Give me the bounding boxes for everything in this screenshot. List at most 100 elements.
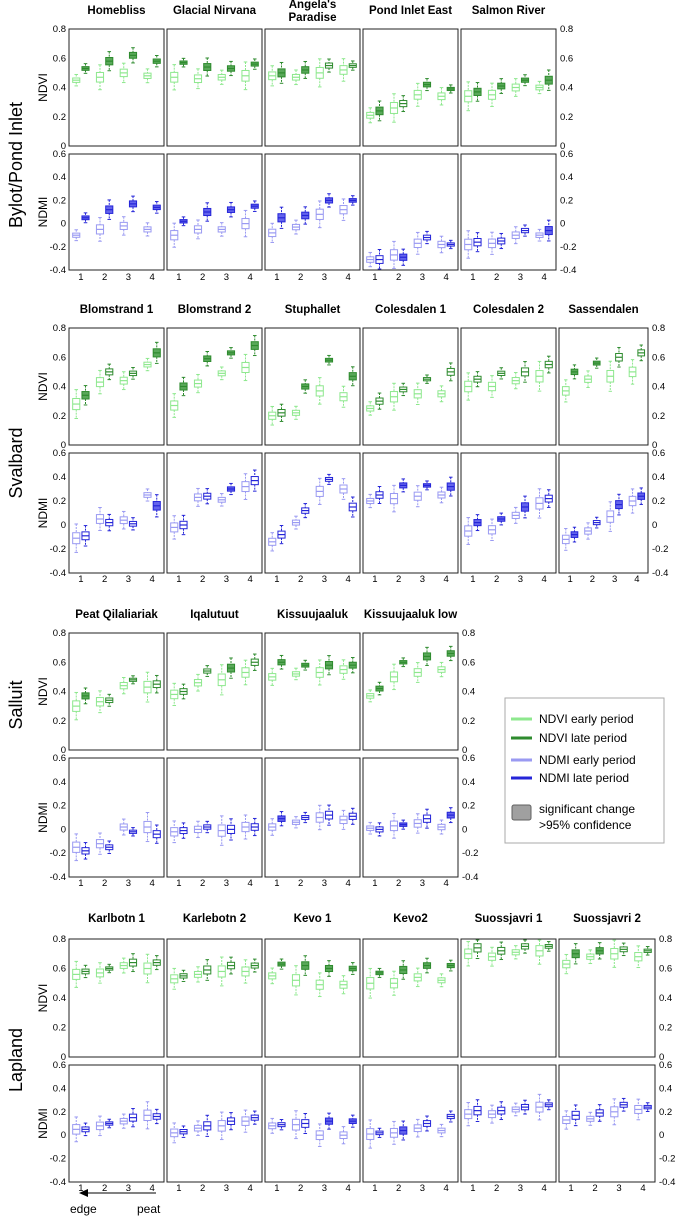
- ndvi-early-box: [511, 945, 520, 960]
- ndvi-early-box: [217, 664, 226, 696]
- ndvi-late-box: [152, 674, 161, 694]
- ndvi-late-box: [446, 645, 455, 662]
- xtick-label: 4: [345, 574, 350, 585]
- site-title: Peat Qilaliariak: [75, 609, 158, 621]
- ndvi-early-box: [143, 357, 152, 372]
- ndvi-early-box: [389, 382, 399, 411]
- ndmi-subplot: [68, 757, 165, 878]
- ndvi-subplot: [362, 938, 459, 1058]
- xtick-label: 4: [640, 1183, 645, 1194]
- edge-peat-arrow: edge peat: [70, 1189, 161, 1216]
- xtick-label: 1: [78, 272, 83, 283]
- site-title: Salmon River: [472, 5, 546, 17]
- ndvi-subplot: [460, 327, 557, 446]
- ndvi-late-box: [497, 941, 506, 961]
- ndvi-late-box: [348, 366, 357, 387]
- ndvi-early-box: [628, 359, 637, 385]
- ndmi-late-box: [348, 807, 357, 825]
- ndvi-late-box: [571, 943, 580, 965]
- ndmi-ytick-left: -0.4: [50, 568, 66, 579]
- ndmi-late-box: [81, 212, 90, 224]
- ndmi-subplot: [362, 452, 459, 574]
- ndvi-late-box: [203, 959, 212, 981]
- ndmi-early-box: [291, 219, 301, 235]
- ndvi-axis-label: NDVI: [36, 984, 50, 1013]
- ndvi-late-box: [595, 942, 604, 960]
- ndvi-late-box: [544, 69, 553, 91]
- ndmi-early-box: [366, 1119, 375, 1149]
- ndmi-early-box: [437, 819, 446, 835]
- xtick-label: 1: [470, 574, 475, 585]
- ndmi-late-box: [152, 201, 161, 214]
- ndvi-late-box: [399, 960, 408, 980]
- ndvi-late-box: [226, 60, 236, 77]
- xtick-label: 1: [372, 574, 377, 585]
- ndvi-late-box: [128, 953, 138, 973]
- ndmi-late-box: [105, 199, 114, 220]
- ndmi-early-box: [170, 222, 179, 248]
- xtick-label: 3: [224, 272, 229, 283]
- ndmi-late-box: [203, 202, 212, 222]
- xtick-label: 3: [420, 574, 425, 585]
- ndvi-early-box: [339, 58, 348, 82]
- xtick-label: 1: [372, 1183, 377, 1194]
- ndmi-axes-frame: [460, 153, 557, 271]
- xtick-label: 2: [102, 574, 107, 585]
- site-panel: Iqalutuut 1 2 3 4: [166, 609, 263, 889]
- ndvi-ytick-right: 0.4: [462, 687, 475, 698]
- xtick-label: 4: [247, 1183, 252, 1194]
- ndmi-late-box: [473, 1099, 482, 1123]
- ndvi-ytick-right: 0.2: [560, 112, 573, 123]
- ndvi-late-box: [152, 54, 161, 68]
- xtick-label: 1: [274, 878, 279, 889]
- xtick-label: 2: [200, 574, 205, 585]
- ndmi-early-box: [95, 217, 105, 242]
- ndmi-late-box: [250, 817, 259, 837]
- ndvi-late-box: [179, 57, 188, 68]
- ndmi-late-box: [128, 195, 138, 213]
- xtick-label: 1: [470, 272, 475, 283]
- ndvi-subplot: [166, 938, 263, 1058]
- ndvi-axes-frame: [68, 938, 165, 1058]
- ndmi-early-box: [170, 820, 179, 844]
- ndvi-early-box: [413, 662, 422, 683]
- ndmi-ytick-left: 0: [61, 219, 66, 230]
- legend-ndvi-early-label: NDVI early period: [539, 712, 634, 726]
- xtick-label: 2: [102, 272, 107, 283]
- ndmi-subplot: [460, 452, 557, 574]
- ndmi-subplot: [362, 153, 459, 271]
- ndvi-ytick-left: 0.4: [53, 382, 66, 393]
- ndmi-ytick-right: 0: [652, 520, 657, 531]
- ndvi-ytick-right: 0.6: [659, 964, 672, 975]
- xtick-label: 1: [568, 1183, 573, 1194]
- ndvi-ytick-right: 0: [652, 440, 657, 451]
- xtick-label: 3: [616, 1183, 621, 1194]
- site-panel: Sassendalen 1 2 3 4: [558, 304, 649, 585]
- site-title: Karlebotn 2: [183, 913, 246, 925]
- ndmi-subplot: [362, 1064, 459, 1183]
- ndvi-early-box: [72, 960, 81, 988]
- ndmi-ytick-left: 0.4: [53, 777, 66, 788]
- xtick-label: 1: [470, 1183, 475, 1194]
- ndvi-early-box: [610, 939, 619, 968]
- ndvi-late-box: [324, 354, 334, 366]
- ndmi-axes-frame: [68, 452, 165, 574]
- ndmi-late-box: [422, 808, 432, 829]
- ndvi-early-box: [291, 405, 301, 420]
- site-panel: Kissuujaaluk 1 2 3 4: [264, 609, 361, 889]
- ndmi-early-box: [241, 814, 250, 840]
- ndvi-late-box: [446, 959, 455, 972]
- ndmi-early-box: [464, 517, 473, 545]
- ndvi-early-box: [72, 73, 81, 87]
- ndvi-late-box: [250, 58, 259, 70]
- ndmi-late-box: [277, 206, 286, 229]
- xtick-label: 2: [200, 272, 205, 283]
- xtick-label: 3: [126, 574, 131, 585]
- xtick-label: 2: [592, 1183, 597, 1194]
- ndvi-ytick-right: 0: [659, 1052, 664, 1063]
- xtick-label: 1: [78, 574, 83, 585]
- ndmi-ytick-right: 0.4: [659, 1083, 672, 1094]
- ndvi-late-box: [544, 355, 553, 374]
- ndmi-late-box: [226, 482, 236, 496]
- site-title: Homebliss: [87, 5, 145, 17]
